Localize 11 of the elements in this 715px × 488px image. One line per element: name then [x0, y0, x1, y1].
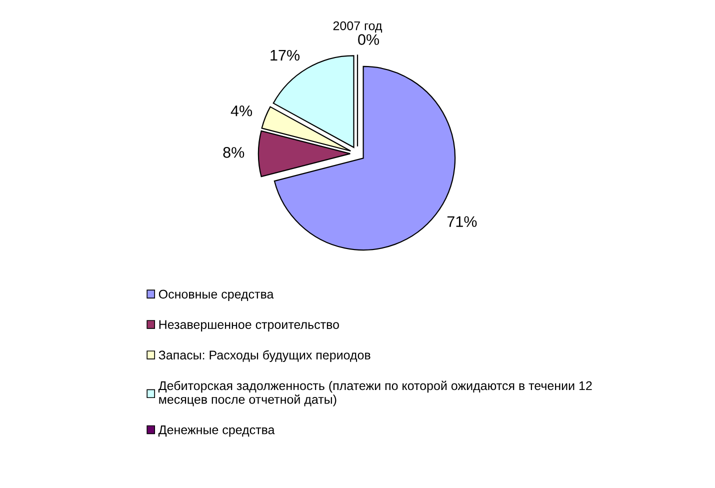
chart-title: 2007 год [333, 21, 382, 33]
legend-label: Незавершенное строительство [159, 320, 339, 332]
data-label: 8% [223, 147, 244, 158]
legend-label: Денежные средства [158, 426, 275, 437]
data-label: 71% [447, 216, 477, 227]
data-label: 4% [230, 106, 252, 116]
legend-label: Основные средства [158, 290, 274, 302]
text: 0% [358, 34, 380, 45]
legend-label: Дебиторская задолженность (платежи по которой ожидаются в течении 12 месяцев после отчетной даты) [158, 380, 592, 406]
data-label: 17% [270, 50, 300, 61]
legend-label: Запасы: Расходы будущих периодов [158, 350, 370, 362]
